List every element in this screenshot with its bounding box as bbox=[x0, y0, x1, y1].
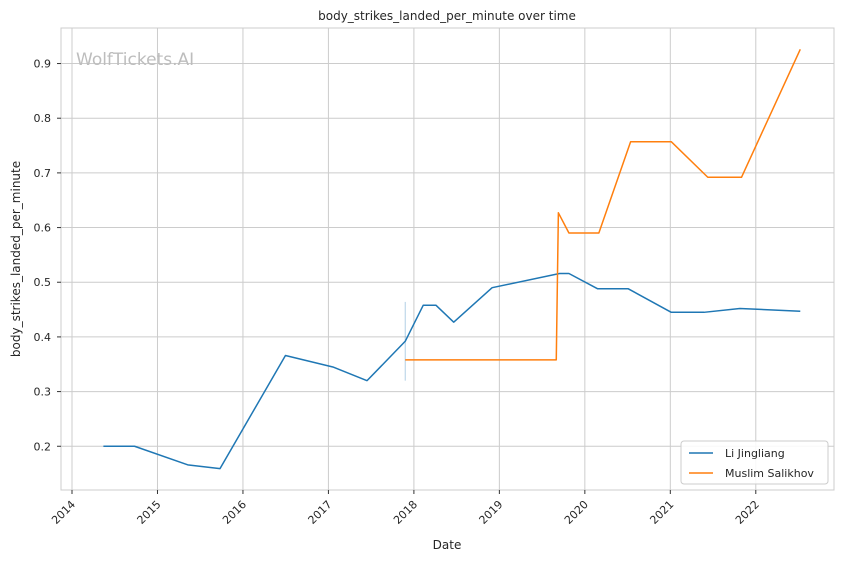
legend: Li Jingliang Muslim Salikhov bbox=[680, 440, 829, 485]
watermark-text: WolfTickets.AI bbox=[76, 50, 194, 70]
legend-box bbox=[680, 440, 829, 485]
plot-area-frame bbox=[60, 27, 835, 491]
y-tick-label: 0.2 bbox=[34, 440, 52, 453]
y-tick-label: 0.5 bbox=[34, 276, 52, 289]
y-tick-label: 0.4 bbox=[34, 331, 52, 344]
chart-title: body_strikes_landed_per_minute over time bbox=[318, 9, 576, 23]
series-layer bbox=[103, 49, 801, 470]
x-axis-label: Date bbox=[433, 538, 462, 552]
y-axis-label: body_strikes_landed_per_minute bbox=[9, 161, 23, 357]
y-axis-ticks: 0.2 0.3 0.4 0.5 0.6 0.7 0.8 0.9 bbox=[34, 58, 61, 453]
legend-label-muslim-salikhov: Muslim Salikhov bbox=[725, 467, 814, 480]
y-tick-label: 0.8 bbox=[34, 112, 52, 125]
series-line-li-jingliang bbox=[103, 272, 801, 470]
legend-label-li-jingliang: Li Jingliang bbox=[725, 447, 785, 460]
y-tick-label: 0.7 bbox=[34, 167, 52, 180]
y-tick-label: 0.3 bbox=[34, 386, 52, 399]
y-tick-label: 0.9 bbox=[34, 58, 52, 71]
series-line-muslim-salikhov bbox=[405, 49, 801, 361]
y-tick-label: 0.6 bbox=[34, 222, 52, 235]
